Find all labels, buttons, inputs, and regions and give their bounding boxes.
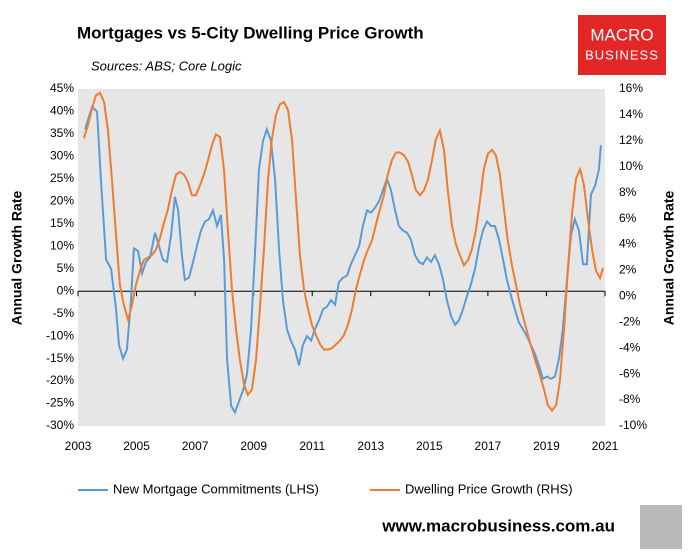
y-tick-label: 35%	[50, 126, 74, 140]
series-line	[82, 91, 604, 413]
x-tick-label: 2007	[182, 439, 209, 453]
x-tick-label: 2003	[65, 439, 92, 453]
wolf-icon	[640, 505, 682, 549]
y2-tick-label: -10%	[619, 418, 647, 432]
x-tick-label: 2017	[475, 439, 502, 453]
y-tick-label: 30%	[50, 149, 74, 163]
x-tick-label: 2013	[357, 439, 384, 453]
legend-label: New Mortgage Commitments (LHS)	[113, 481, 319, 496]
y-tick-label: -30%	[46, 418, 74, 432]
y2-tick-label: 4%	[619, 237, 637, 251]
logo-text: BUSINESS	[585, 47, 659, 62]
y-tick-label: 45%	[50, 81, 74, 95]
x-tick-label: 2021	[592, 439, 619, 453]
y2-tick-label: 0%	[619, 289, 637, 303]
y-tick-label: 25%	[50, 171, 74, 185]
x-tick-label: 2019	[533, 439, 560, 453]
y-tick-label: 20%	[50, 194, 74, 208]
y2-tick-label: 6%	[619, 211, 637, 225]
chart-title: Mortgages vs 5-City Dwelling Price Growt…	[77, 23, 424, 42]
y-tick-label: -10%	[46, 328, 74, 342]
y2-tick-label: 12%	[619, 133, 643, 147]
legend-label: Dwelling Price Growth (RHS)	[405, 481, 573, 496]
y2-axis-label: Annual Growth Rate	[661, 191, 677, 326]
y-tick-label: 40%	[50, 104, 74, 118]
y-tick-label: 10%	[50, 238, 74, 252]
y2-tick-label: 10%	[619, 159, 643, 173]
y2-tick-label: 16%	[619, 81, 643, 95]
y-tick-label: 15%	[50, 216, 74, 230]
y-tick-label: -25%	[46, 396, 74, 410]
y-tick-label: 5%	[57, 261, 75, 275]
y2-tick-label: 2%	[619, 263, 637, 277]
x-tick-label: 2009	[240, 439, 267, 453]
y2-tick-label: -4%	[619, 340, 641, 354]
plot-area	[78, 89, 605, 426]
logo-text: MACRO	[590, 25, 653, 44]
y2-tick-label: -6%	[619, 366, 641, 380]
logo-box	[578, 15, 666, 75]
y-tick-label: -5%	[53, 306, 75, 320]
y2-tick-label: -2%	[619, 314, 641, 328]
y2-tick-label: -8%	[619, 392, 641, 406]
y-tick-label: -20%	[46, 373, 74, 387]
y-tick-label: 0%	[57, 283, 75, 297]
series-line	[84, 105, 602, 415]
chart-subtitle: Sources: ABS; Core Logic	[91, 58, 242, 73]
y-axis-label: Annual Growth Rate	[9, 191, 25, 326]
y2-tick-label: 8%	[619, 185, 637, 199]
y-tick-label: -15%	[46, 351, 74, 365]
x-tick-label: 2005	[123, 439, 150, 453]
x-tick-label: 2015	[416, 439, 443, 453]
website: www.macrobusiness.com.au	[381, 516, 615, 535]
x-tick-label: 2011	[299, 439, 325, 453]
y2-tick-label: 14%	[619, 107, 643, 121]
